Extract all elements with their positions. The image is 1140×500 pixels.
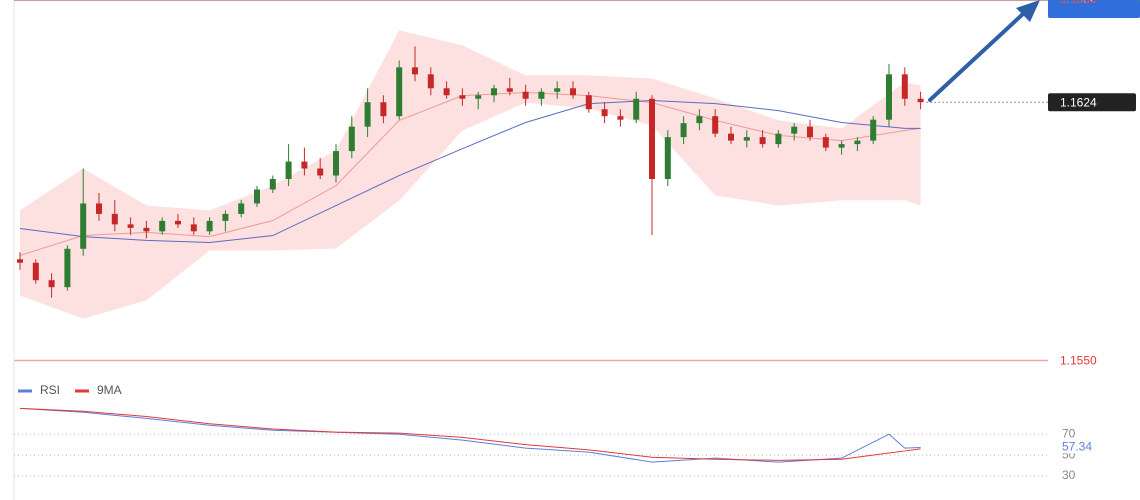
candle-body (506, 88, 513, 92)
legend-label: 9MA (97, 383, 122, 397)
forecast-arrowhead (1016, 0, 1040, 22)
plot: 1.16411.15861.15631.15501.1624705030RSI9… (14, 0, 1140, 482)
moving-average (19, 99, 921, 244)
candle-body (17, 259, 23, 263)
candle-body (348, 126, 355, 152)
candle-body (269, 179, 276, 190)
candle-body (238, 203, 245, 214)
level-box (1048, 0, 1140, 18)
candle-body (459, 95, 466, 99)
value-label-bg (1058, 440, 1098, 454)
candle-body (759, 137, 766, 145)
value-label: 57.34 (1062, 440, 1092, 454)
level-label: 1.1586 (1060, 0, 1097, 6)
candle-body (475, 95, 482, 99)
forecast-arrow (928, 11, 1026, 102)
candle-body (901, 74, 908, 99)
candle-body (175, 220, 181, 225)
candle-body (633, 98, 640, 120)
indicator-line (19, 407, 921, 463)
candle-body (696, 116, 703, 124)
candle-body (791, 126, 798, 134)
candle-body (64, 248, 71, 288)
candle-body (728, 133, 734, 141)
candle-body (427, 74, 434, 89)
candle-body (664, 137, 671, 180)
candle-body (111, 213, 118, 225)
candle-body (206, 220, 213, 232)
candle-body (649, 98, 655, 180)
candle-body (380, 102, 387, 117)
candle-body (317, 168, 324, 176)
legend-label: RSI (40, 383, 60, 397)
candle-body (301, 161, 308, 169)
indicator-line (19, 407, 921, 461)
level-label: 1.1563 (1060, 0, 1097, 6)
y-tick-label: 30 (1062, 468, 1076, 482)
candle-body (96, 203, 102, 214)
candle-body (585, 95, 592, 110)
y-tick-label: 70 (1062, 426, 1076, 440)
candle-body (886, 74, 892, 120)
candle-body (127, 224, 134, 228)
last-price-label: 1.1624 (1060, 95, 1097, 109)
level-label: 1.1550 (1060, 354, 1097, 368)
candle-body (822, 137, 829, 148)
candle-body (285, 161, 292, 180)
candle-body (712, 116, 719, 134)
candle-body (254, 189, 260, 204)
candle-body (80, 203, 87, 249)
candle-body (412, 67, 418, 75)
candle-body (917, 98, 924, 103)
candle-body (838, 144, 845, 148)
candle-body (443, 88, 450, 96)
candle-body (333, 151, 339, 176)
candle-body (554, 88, 561, 92)
candle-body (617, 116, 624, 120)
candle-body (32, 262, 39, 281)
candle-body (396, 67, 403, 117)
candle-body (190, 224, 197, 232)
candle-body (143, 227, 150, 232)
candle-body (870, 119, 877, 141)
candle-body (807, 126, 813, 138)
candle-body (364, 102, 371, 127)
candle-body (159, 220, 166, 232)
candle-body (491, 88, 497, 96)
candle-body (522, 91, 529, 99)
candle-body (538, 91, 545, 99)
candle-body (222, 213, 229, 221)
candle-body (48, 280, 55, 288)
candle-body (570, 88, 576, 96)
candle-body (854, 140, 861, 145)
candle-body (743, 137, 750, 141)
candle-body (680, 123, 687, 138)
candle-body (775, 133, 782, 145)
last-price-box (1048, 93, 1136, 112)
candle-body (601, 109, 608, 117)
